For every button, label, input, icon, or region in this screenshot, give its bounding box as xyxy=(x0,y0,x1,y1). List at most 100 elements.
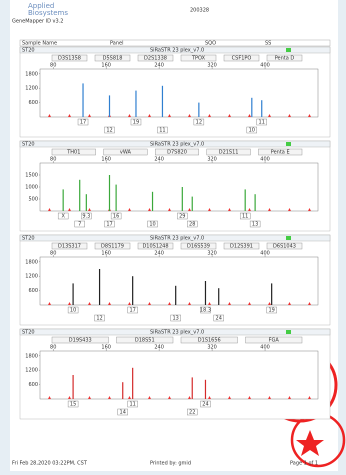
status xyxy=(286,330,291,334)
kit-name: SiRaSTR 23 plex_v7.0 xyxy=(150,330,204,336)
y-tick-label: 1200 xyxy=(25,274,38,280)
size-standard xyxy=(288,302,291,305)
marker-box xyxy=(180,242,217,250)
allele-label: 24 xyxy=(216,316,222,322)
marker-box xyxy=(116,336,174,344)
allele-label: 17 xyxy=(129,308,135,314)
size-standard xyxy=(128,396,131,399)
size-standard xyxy=(188,114,191,117)
size-standard xyxy=(288,114,291,117)
plot-frame xyxy=(39,68,319,118)
marker-box xyxy=(51,336,109,344)
allele-box xyxy=(77,118,89,126)
size-standard xyxy=(148,302,151,305)
size-standard xyxy=(268,302,271,305)
allele-box xyxy=(249,220,261,228)
size-standard xyxy=(68,396,71,399)
allele-box xyxy=(94,314,105,322)
x-tick-label: 320 xyxy=(207,157,217,163)
x-tick-label: 400 xyxy=(260,157,270,163)
allele-label: 17 xyxy=(80,120,86,126)
allele-label: 22 xyxy=(189,410,195,416)
marker-name: FGA xyxy=(269,338,280,344)
x-tick-label: 240 xyxy=(154,345,164,351)
y-tick-label: 1800 xyxy=(25,353,38,359)
panel-header xyxy=(19,328,331,336)
allele-label: 16 xyxy=(113,214,119,220)
x-tick-label: 80 xyxy=(50,157,56,163)
brand: Applied xyxy=(28,2,54,10)
marker-name: D16S539 xyxy=(187,244,210,250)
marker-box xyxy=(223,54,260,62)
footer-printed: Printed by: gmid xyxy=(150,461,191,467)
marker-box xyxy=(94,54,131,62)
allele-box xyxy=(266,306,277,314)
allele-box xyxy=(67,306,79,314)
size-standard xyxy=(108,302,111,305)
allele-label: 7 xyxy=(78,222,81,228)
x-tick-label: 80 xyxy=(50,63,56,69)
marker-box xyxy=(103,148,148,156)
marker-name: D18S51 xyxy=(135,338,155,344)
marker-box xyxy=(51,242,88,250)
size-standard xyxy=(128,114,131,117)
size-standard xyxy=(208,208,211,211)
y-tick-label: 1200 xyxy=(25,86,38,92)
allele-label: 11 xyxy=(259,120,265,126)
size-standard xyxy=(268,208,271,211)
allele-label: 13 xyxy=(173,316,179,322)
size-standard xyxy=(48,208,51,211)
allele-label: 11 xyxy=(159,128,165,134)
allele-label: 12 xyxy=(96,316,102,322)
allele-box xyxy=(74,220,85,228)
allele-box xyxy=(157,126,168,134)
marker-box xyxy=(154,148,199,156)
marker-name: Penta D xyxy=(275,56,295,62)
y-tick-label: 600 xyxy=(28,100,38,106)
marker-name: D7S820 xyxy=(167,150,187,156)
kit-name: SiRaSTR 23 plex_v7.0 xyxy=(150,142,204,148)
allele-label: 10 xyxy=(249,128,255,134)
allele-box xyxy=(104,126,115,134)
y-tick-label: 1800 xyxy=(25,71,38,77)
y-tick-label: 1200 xyxy=(25,368,38,374)
brand: Biosystems xyxy=(28,9,68,17)
marker-box xyxy=(180,336,238,344)
footer-page: Page 1 of 1 xyxy=(290,461,318,467)
allele-label: 12 xyxy=(196,120,202,126)
allele-box xyxy=(239,212,251,220)
size-standard xyxy=(48,396,51,399)
size-standard xyxy=(188,302,191,305)
size-standard xyxy=(288,396,291,399)
marker-name: Penta E xyxy=(271,150,290,156)
marker-name: D12S391 xyxy=(230,244,253,250)
marker-name: D21S11 xyxy=(219,150,239,156)
marker-box xyxy=(266,242,303,250)
panel xyxy=(19,46,331,138)
plot-frame xyxy=(39,162,319,212)
size-standard xyxy=(88,302,91,305)
size-standard xyxy=(168,208,171,211)
x-tick-label: 160 xyxy=(101,345,111,351)
marker-box xyxy=(51,148,96,156)
size-standard xyxy=(228,396,231,399)
allele-label: 10 xyxy=(149,222,155,228)
y-tick-label: 1800 xyxy=(25,259,38,265)
allele-box xyxy=(213,314,224,322)
allele-label: 24 xyxy=(202,402,208,408)
x-tick-label: 160 xyxy=(101,63,111,69)
marker-name: D8S1179 xyxy=(101,244,124,250)
allele-box xyxy=(104,220,115,228)
y-tick-label: 500 xyxy=(28,197,38,203)
allele-box xyxy=(200,306,211,314)
y-tick-label: 600 xyxy=(28,382,38,388)
size-standard xyxy=(308,302,311,305)
allele-box xyxy=(177,212,188,220)
status xyxy=(286,48,291,52)
x-tick-label: 400 xyxy=(260,63,270,69)
size-standard xyxy=(128,302,131,305)
marker-name: D6S1043 xyxy=(273,244,296,250)
x-tick-label: 400 xyxy=(260,251,270,257)
stamp-star xyxy=(296,430,324,456)
